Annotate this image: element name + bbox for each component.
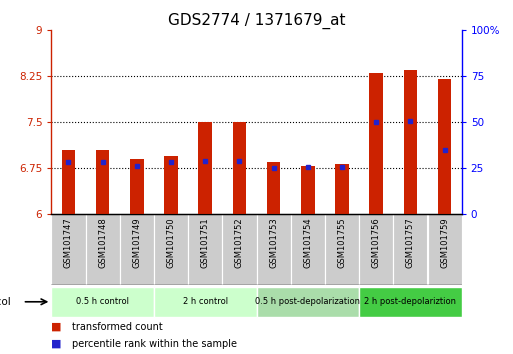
Text: GSM101751: GSM101751 (201, 218, 210, 268)
Bar (359, 214, 393, 285)
Bar (325, 214, 359, 285)
Bar (393, 214, 427, 285)
Bar (369, 73, 383, 214)
Text: GSM101750: GSM101750 (167, 218, 175, 268)
Text: percentile rank within the sample: percentile rank within the sample (72, 339, 237, 349)
Bar (86, 214, 120, 285)
Text: ■: ■ (51, 339, 62, 349)
Text: GSM101759: GSM101759 (440, 218, 449, 268)
Text: GSM101749: GSM101749 (132, 218, 141, 268)
Title: GDS2774 / 1371679_at: GDS2774 / 1371679_at (168, 12, 345, 29)
Text: 0.5 h control: 0.5 h control (76, 297, 129, 306)
Text: GSM101752: GSM101752 (235, 218, 244, 268)
Bar (188, 214, 222, 285)
Text: GSM101756: GSM101756 (372, 218, 381, 268)
Bar (96, 150, 109, 214)
Text: GSM101753: GSM101753 (269, 218, 278, 268)
Bar (359, 287, 462, 317)
Text: transformed count: transformed count (72, 321, 163, 332)
Bar (199, 122, 212, 214)
Bar (427, 214, 462, 285)
Text: protocol: protocol (0, 297, 10, 307)
Bar (222, 214, 256, 285)
Text: GSM101757: GSM101757 (406, 218, 415, 268)
Text: GSM101754: GSM101754 (303, 218, 312, 268)
Bar (291, 214, 325, 285)
Bar (120, 214, 154, 285)
Bar (154, 287, 256, 317)
Bar (301, 166, 314, 214)
Bar (267, 162, 281, 214)
Text: 2 h control: 2 h control (183, 297, 228, 306)
Bar (130, 159, 144, 214)
Bar (404, 70, 417, 214)
Bar (256, 287, 359, 317)
Bar (232, 122, 246, 214)
Bar (438, 79, 451, 214)
Text: GSM101755: GSM101755 (338, 218, 346, 268)
Text: 2 h post-depolariztion: 2 h post-depolariztion (364, 297, 457, 306)
Text: GSM101748: GSM101748 (98, 218, 107, 268)
Bar (154, 214, 188, 285)
Text: GSM101747: GSM101747 (64, 218, 73, 268)
Bar (335, 164, 349, 214)
Text: 0.5 h post-depolarization: 0.5 h post-depolarization (255, 297, 360, 306)
Bar (62, 150, 75, 214)
Bar (256, 214, 291, 285)
Text: ■: ■ (51, 321, 62, 332)
Bar (164, 156, 178, 214)
Bar (51, 287, 154, 317)
Bar (51, 214, 86, 285)
